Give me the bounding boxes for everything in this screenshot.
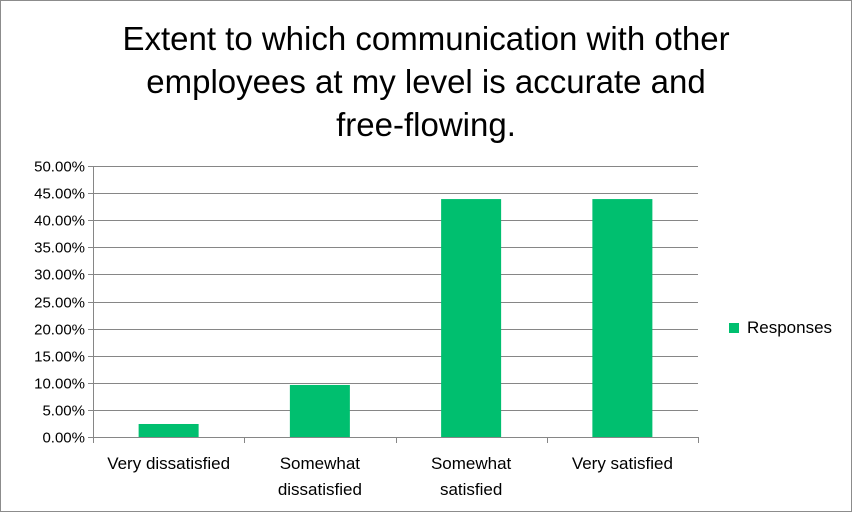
x-category-label-1-line-1: dissatisfied	[278, 480, 362, 499]
x-category-label-3-line-0: Very satisfied	[572, 454, 673, 473]
y-tick-label-0: 0.00%	[42, 430, 85, 447]
y-tick-label-8: 40.00%	[34, 213, 85, 230]
x-category-label-2-line-0: Somewhat	[431, 454, 512, 473]
y-tick-label-7: 35.00%	[34, 240, 85, 257]
y-tick-label-5: 25.00%	[34, 295, 85, 312]
y-tick-label-4: 20.00%	[34, 322, 85, 339]
bar-0	[139, 424, 199, 437]
y-tick-label-3: 15.00%	[34, 349, 85, 366]
y-tick-label-1: 5.00%	[42, 403, 85, 420]
y-tick-label-6: 30.00%	[34, 267, 85, 284]
y-tick-label-9: 45.00%	[34, 186, 85, 203]
bar-3	[592, 199, 652, 437]
x-category-label-2-line-1: satisfied	[440, 480, 502, 499]
bar-1	[290, 385, 350, 437]
bar-2	[441, 199, 501, 437]
legend: Responses	[729, 318, 832, 338]
x-category-label-0-line-0: Very dissatisfied	[107, 454, 230, 473]
x-category-label-1-line-0: Somewhat	[280, 454, 361, 473]
legend-swatch-responses	[729, 323, 739, 333]
y-tick-label-2: 10.00%	[34, 376, 85, 393]
legend-label-responses: Responses	[747, 318, 832, 338]
y-tick-label-10: 50.00%	[34, 159, 85, 176]
